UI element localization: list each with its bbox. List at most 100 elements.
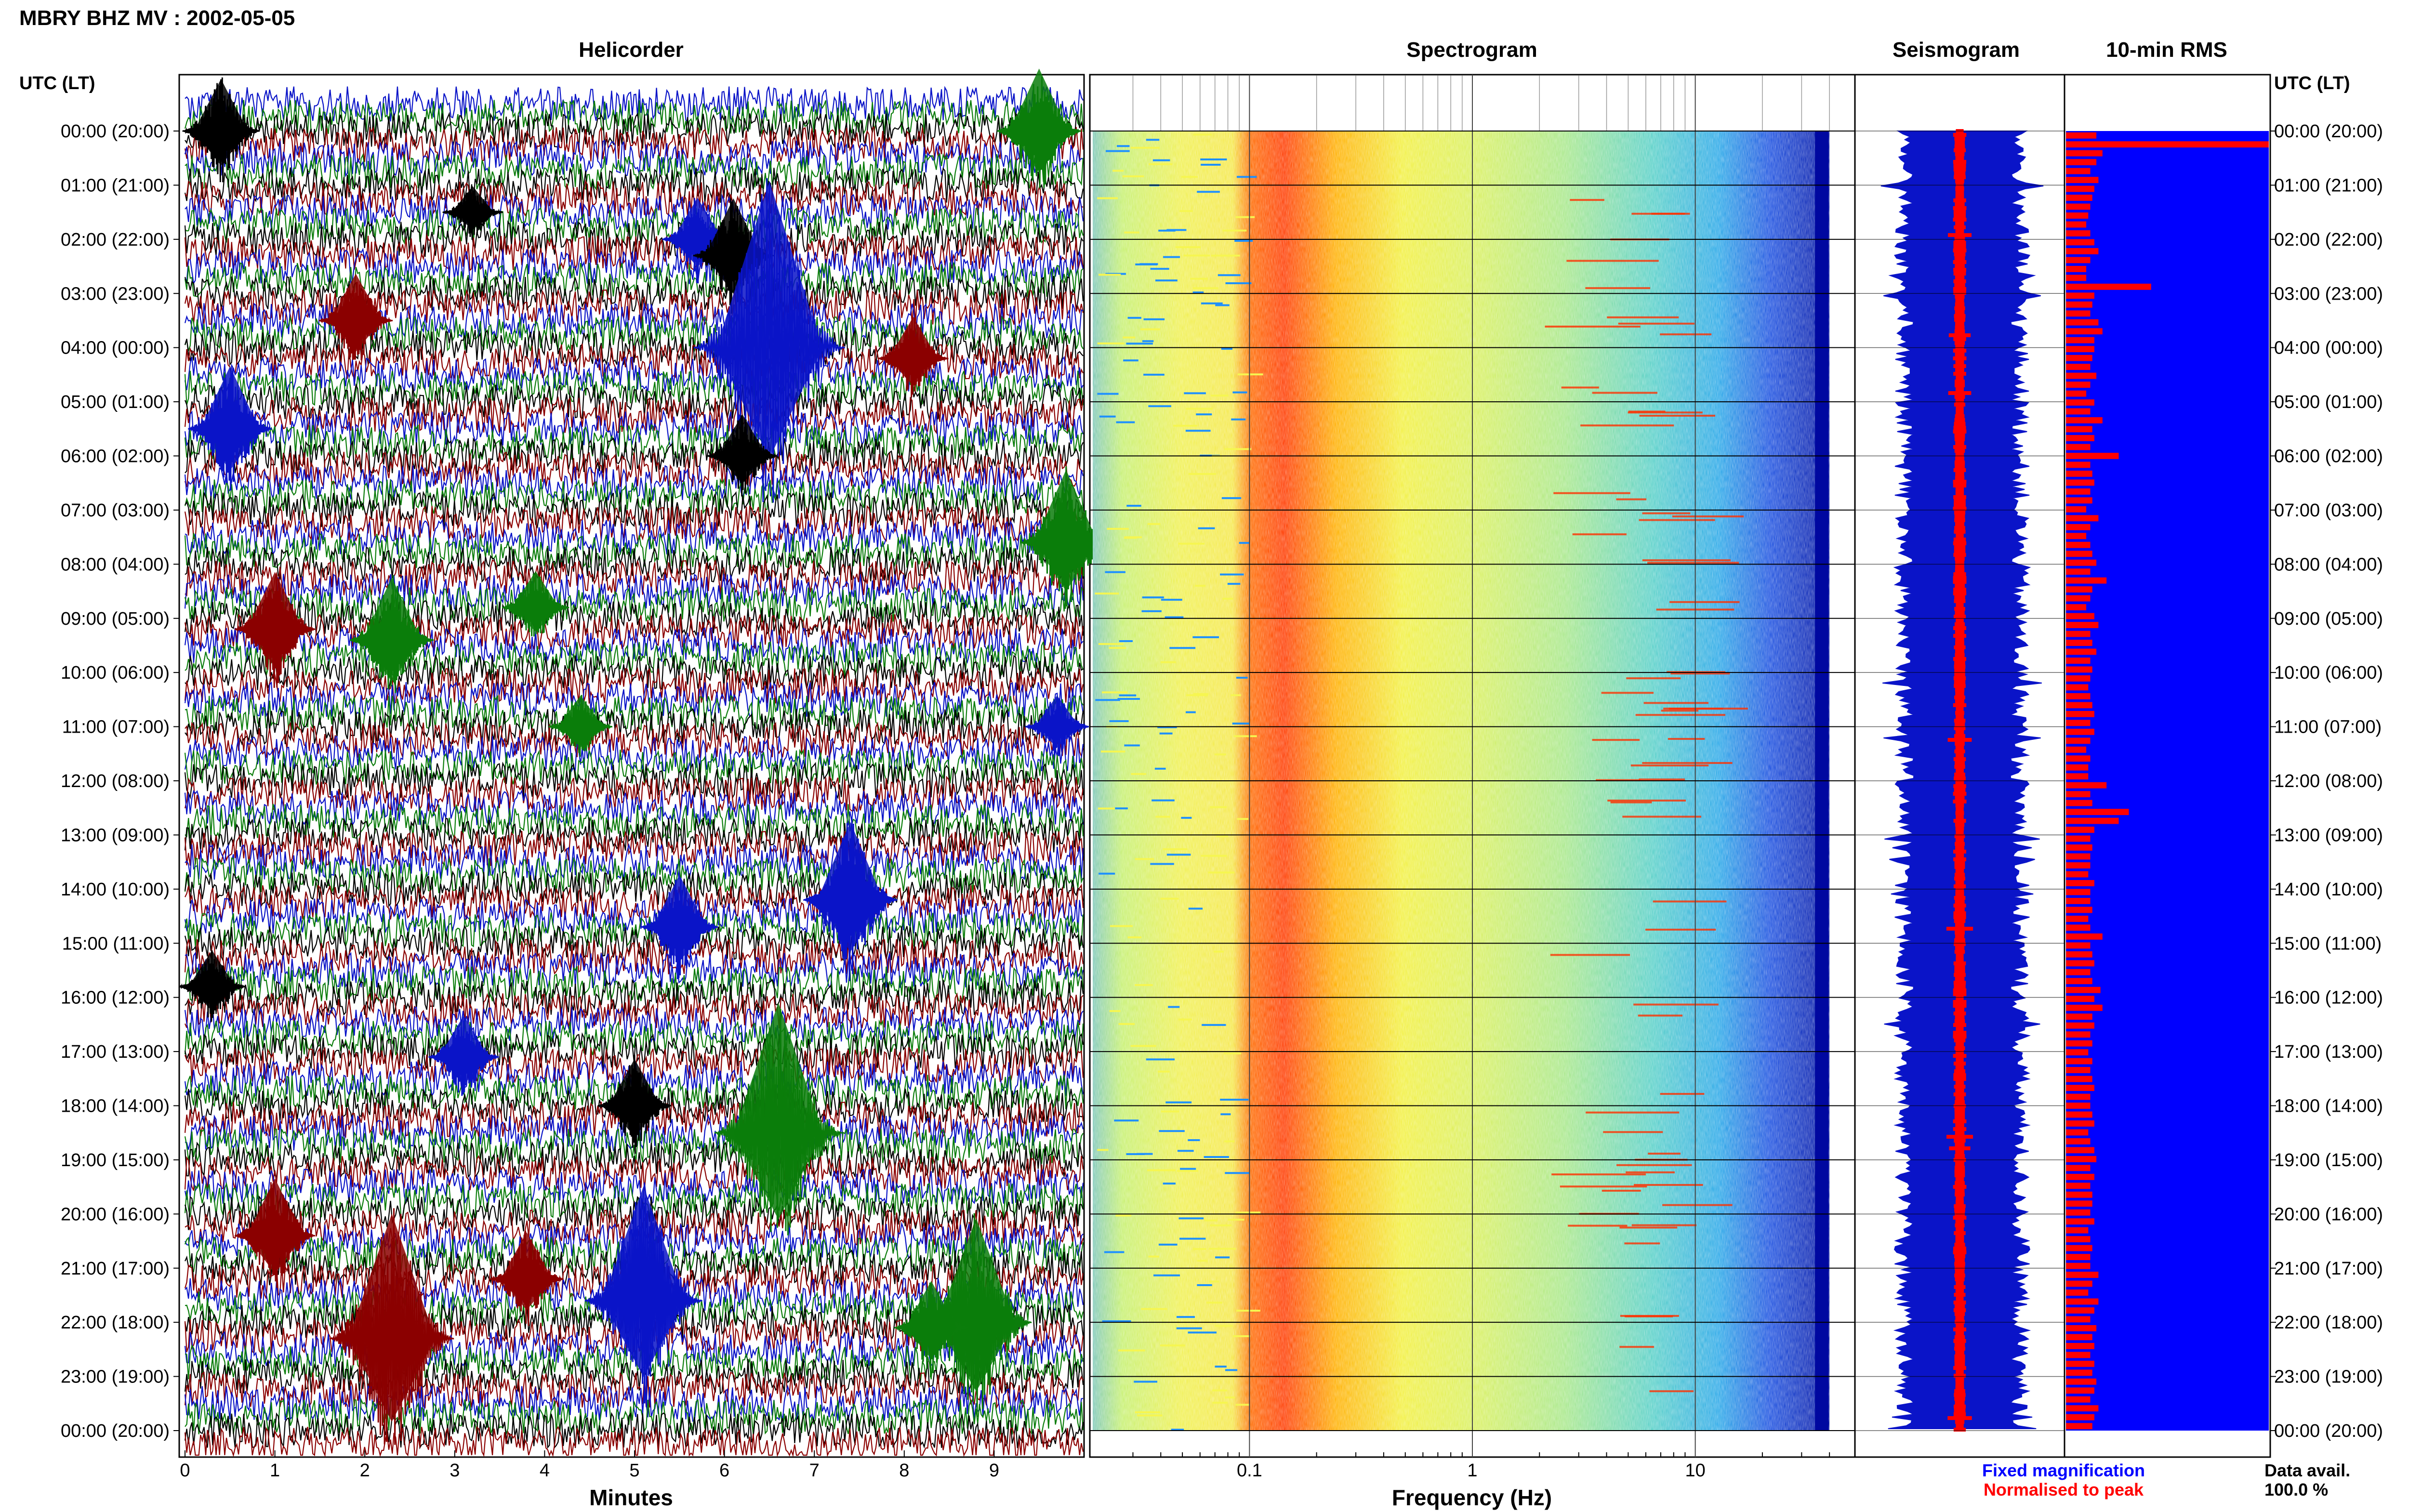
rms-bar xyxy=(2066,257,2091,263)
spectrogram-title: Spectrogram xyxy=(1406,38,1537,62)
rms-bar xyxy=(2066,1076,2092,1082)
helicorder-xtick-label: 1 xyxy=(270,1460,280,1481)
time-label-right: 12:00 (08:00) xyxy=(2274,771,2383,791)
rms-bar xyxy=(2066,1191,2092,1198)
rms-bars xyxy=(2066,131,2269,1431)
rms-bar xyxy=(2066,1120,2094,1127)
helicorder-event-envelope xyxy=(451,186,494,230)
legend-normalised-to-peak: Normalised to peak xyxy=(1984,1480,2144,1499)
rms-bar xyxy=(2066,889,2091,895)
rms-bar xyxy=(2066,1245,2092,1251)
helicorder-trace xyxy=(184,667,1084,705)
rms-bar xyxy=(2066,1387,2094,1394)
rms-bar xyxy=(2066,1369,2092,1376)
rms-bar xyxy=(2066,453,2119,459)
helicorder-trace xyxy=(185,559,1084,597)
time-label-left: 08:00 (04:00) xyxy=(61,554,170,575)
rms-bar xyxy=(2066,640,2092,646)
spectrogram-xtick-label: 0.1 xyxy=(1237,1460,1262,1481)
time-label-right: 08:00 (04:00) xyxy=(2274,554,2383,575)
rms-bar xyxy=(2066,479,2094,486)
rms-bar xyxy=(2066,907,2092,913)
rms-bar xyxy=(2066,1316,2091,1323)
helicorder-trace xyxy=(184,464,1084,502)
helicorder-trace xyxy=(184,613,1084,651)
rms-bar xyxy=(2066,381,2091,388)
helicorder-xtick-label: 2 xyxy=(360,1460,370,1481)
rms-bar xyxy=(2066,390,2087,397)
rms-bar xyxy=(2066,1147,2094,1154)
time-label-left: 22:00 (18:00) xyxy=(61,1313,170,1333)
rms-bar xyxy=(2066,613,2094,619)
rms-bar xyxy=(2066,221,2087,228)
rms-bar xyxy=(2066,559,2097,566)
helicorder-event-envelope xyxy=(247,1178,304,1274)
rms-bar xyxy=(2066,782,2107,789)
time-label-right: 17:00 (13:00) xyxy=(2274,1042,2383,1062)
rms-bar xyxy=(2066,1129,2089,1136)
helicorder-trace xyxy=(184,992,1084,1029)
rms-bar xyxy=(2066,1085,2094,1091)
time-label-right: 18:00 (14:00) xyxy=(2274,1096,2383,1117)
helicorder-event-envelope xyxy=(330,274,382,352)
time-label-right: 09:00 (05:00) xyxy=(2274,609,2383,629)
time-label-left: 19:00 (15:00) xyxy=(61,1150,170,1170)
rms-bar xyxy=(2066,248,2099,254)
rms-bar xyxy=(2066,1022,2094,1029)
rms-bar xyxy=(2066,1272,2099,1278)
helicorder-trace xyxy=(184,911,1084,949)
time-label-left: 01:00 (21:00) xyxy=(61,175,170,196)
rms-bar xyxy=(2066,506,2087,513)
helicorder-event-envelope xyxy=(194,79,248,166)
helicorder-trace xyxy=(185,641,1084,679)
rms-bar xyxy=(2066,666,2092,673)
rms-bar xyxy=(2066,346,2094,353)
rms-bar xyxy=(2066,551,2092,557)
helicorder-trace xyxy=(184,166,1084,204)
rms-bar xyxy=(2066,355,2092,361)
rms-bar xyxy=(2066,461,2091,468)
rms-bar xyxy=(2066,1103,2091,1109)
rms-bar xyxy=(2066,1262,2091,1269)
rms-bar xyxy=(2066,1325,2097,1331)
time-label-left: 23:00 (19:00) xyxy=(61,1367,170,1387)
helicorder-event-envelope xyxy=(609,1059,661,1137)
rms-bar xyxy=(2066,809,2129,815)
rms-bar xyxy=(2066,533,2087,539)
rms-bar xyxy=(2066,773,2089,780)
helicorder-trace xyxy=(184,1006,1084,1043)
time-label-right: 07:00 (03:00) xyxy=(2274,500,2383,521)
rms-bar xyxy=(2066,1414,2094,1420)
rms-bar xyxy=(2066,996,2094,1002)
helicorder-trace xyxy=(184,261,1084,298)
rms-bar xyxy=(2066,177,2099,184)
rms-bar xyxy=(2066,159,2097,166)
helicorder-trace xyxy=(184,870,1084,908)
helicorder-event-envelope xyxy=(439,1015,489,1085)
helicorder-event-envelope xyxy=(501,1232,553,1311)
helicorder-trace xyxy=(184,233,1084,272)
helicorder-title: Helicorder xyxy=(579,38,684,62)
rms-bar xyxy=(2066,933,2103,940)
rms-bar xyxy=(2066,310,2091,317)
helicorder-trace xyxy=(185,518,1084,556)
helicorder-trace xyxy=(184,126,1084,164)
time-label-left: 00:00 (20:00) xyxy=(61,121,170,142)
rms-bar xyxy=(2066,817,2119,824)
rms-bar xyxy=(2066,1058,2092,1065)
rms-bar xyxy=(2066,702,2092,709)
rms-bar xyxy=(2066,1040,2092,1047)
helicorder-trace xyxy=(184,289,1084,327)
time-label-left: 14:00 (10:00) xyxy=(61,880,170,900)
rms-bar xyxy=(2066,337,2094,343)
rms-bar xyxy=(2066,1352,2091,1358)
helicorder-trace xyxy=(184,1426,1084,1458)
rms-bar xyxy=(2066,1307,2094,1314)
helicorder-trace xyxy=(185,843,1084,881)
helicorder-event-envelope xyxy=(602,1186,685,1377)
rms-bar xyxy=(2066,319,2099,326)
rms-bar xyxy=(2066,212,2089,219)
time-label-left: 12:00 (08:00) xyxy=(61,771,170,791)
time-axis-caption-left: UTC (LT) xyxy=(19,73,95,93)
helicorder-trace xyxy=(184,599,1084,637)
